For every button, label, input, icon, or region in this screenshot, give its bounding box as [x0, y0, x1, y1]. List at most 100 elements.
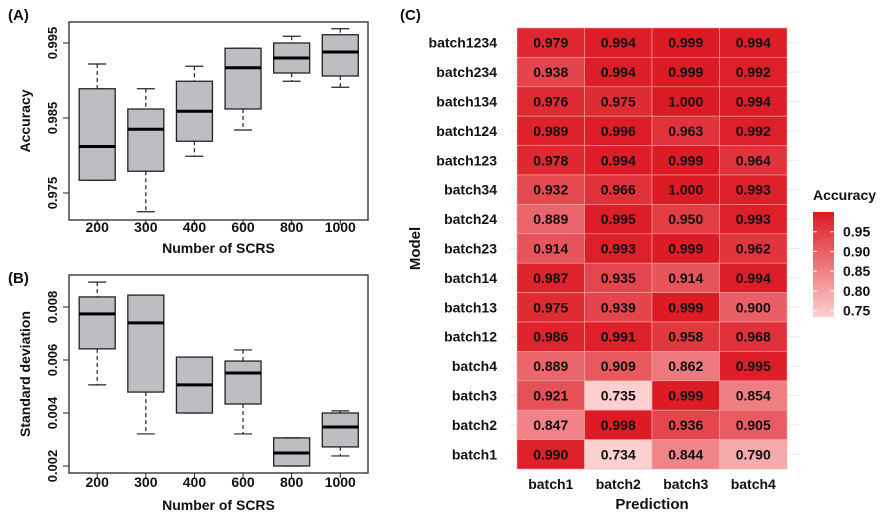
heatmap-cell [584, 409, 653, 440]
cell-value: 0.935 [601, 270, 636, 286]
cell-value: 0.854 [736, 388, 771, 404]
box [78, 88, 116, 181]
heatmap-cell [651, 233, 720, 264]
x-axis-label: Prediction [615, 496, 688, 513]
heatmap-cell [651, 439, 720, 470]
y-tick-label: 0.995 [45, 27, 60, 60]
box [78, 296, 116, 350]
cell-value: 0.999 [668, 35, 703, 51]
legend-title: Accuracy [813, 187, 876, 203]
y-tick-label: 0.004 [45, 396, 60, 429]
cell-value: 0.964 [736, 152, 771, 168]
cell-value: 0.966 [601, 182, 636, 198]
y-axis-label: Model [407, 227, 424, 270]
row-label: batch4 [452, 358, 497, 374]
cell-value: 0.900 [736, 299, 771, 315]
box [127, 108, 165, 172]
heatmap-cell [719, 174, 788, 205]
cell-value: 0.976 [533, 94, 568, 110]
cell-value: 0.996 [601, 123, 636, 139]
heatmap-cell [584, 233, 653, 264]
row-label: batch34 [444, 182, 497, 198]
cell-value: 0.999 [668, 241, 703, 257]
x-tick-label: 600 [231, 219, 255, 235]
y-tick-label: 0.006 [45, 344, 60, 377]
box [224, 47, 262, 110]
cell-value: 0.999 [668, 64, 703, 80]
legend-colorbar [813, 212, 834, 317]
heatmap-cell [719, 233, 788, 264]
column-label: batch1 [528, 476, 573, 492]
x-tick-label: 300 [134, 474, 158, 490]
x-tick-label: 300 [134, 219, 158, 235]
row-label: batch23 [444, 241, 497, 257]
cell-value: 0.735 [601, 388, 636, 404]
cell-value: 0.975 [533, 299, 568, 315]
row-label: batch24 [444, 211, 497, 227]
column-label: batch2 [596, 476, 641, 492]
heatmap-cell [719, 439, 788, 470]
x-axis-label: Number of SCRS [162, 497, 275, 513]
heatmap-cell [651, 174, 720, 205]
row-label: batch124 [436, 123, 497, 139]
heatmap-cell [719, 115, 788, 146]
cell-value: 0.978 [533, 152, 568, 168]
cell-value: 0.991 [601, 329, 636, 345]
panel-label: (A) [8, 7, 29, 24]
heatmap-cell [719, 262, 788, 293]
row-label: batch12 [444, 329, 497, 345]
cell-value: 0.995 [736, 358, 771, 374]
heatmap-cell [584, 115, 653, 146]
cell-value: 0.986 [533, 329, 568, 345]
heatmap-cell [651, 409, 720, 440]
cell-value: 0.847 [533, 417, 568, 433]
cell-value: 0.734 [601, 446, 636, 462]
heatmap-cell [719, 321, 788, 352]
heatmap-cell [584, 57, 653, 88]
x-tick-label: 400 [183, 474, 207, 490]
y-tick-label: 0.008 [45, 291, 60, 324]
row-label: batch14 [444, 270, 497, 286]
heatmap-cell [516, 262, 585, 293]
heatmap-cell [719, 380, 788, 411]
cell-value: 0.994 [736, 35, 771, 51]
plot-frame [68, 274, 369, 474]
cell-value: 0.968 [736, 329, 771, 345]
heatmap-cell [651, 321, 720, 352]
cell-value: 0.994 [736, 94, 771, 110]
heatmap-cell [651, 380, 720, 411]
x-tick-label: 800 [280, 219, 304, 235]
cell-value: 0.962 [736, 241, 771, 257]
x-tick-label: 1000 [325, 219, 356, 235]
row-label: batch1234 [429, 35, 498, 51]
cell-value: 0.993 [736, 182, 771, 198]
box [127, 294, 165, 393]
cell-value: 1.000 [668, 94, 703, 110]
heatmap-cell [584, 380, 653, 411]
cell-value: 0.979 [533, 35, 568, 51]
legend-tick-label: 0.95 [843, 224, 870, 240]
cell-value: 0.889 [533, 211, 568, 227]
heatmap-cell [719, 145, 788, 176]
heatmap-cell [719, 409, 788, 440]
cell-value: 0.999 [668, 152, 703, 168]
heatmap-cell [584, 204, 653, 235]
cell-value: 0.999 [668, 388, 703, 404]
cell-value: 0.994 [601, 152, 636, 168]
cell-value: 0.989 [533, 123, 568, 139]
heatmap-cell [516, 115, 585, 146]
cell-value: 0.975 [601, 94, 636, 110]
row-label: batch134 [436, 94, 497, 110]
cell-value: 0.909 [601, 358, 636, 374]
heatmap-cell [584, 292, 653, 323]
cell-value: 0.914 [668, 270, 703, 286]
x-tick-label: 200 [86, 219, 110, 235]
panel-label: (B) [8, 270, 29, 287]
cell-value: 0.992 [736, 64, 771, 80]
x-tick-label: 200 [86, 474, 110, 490]
row-label: batch234 [436, 64, 497, 80]
heatmap-cell [651, 115, 720, 146]
row-label: batch13 [444, 299, 497, 315]
y-tick-label: 0.975 [45, 177, 60, 210]
